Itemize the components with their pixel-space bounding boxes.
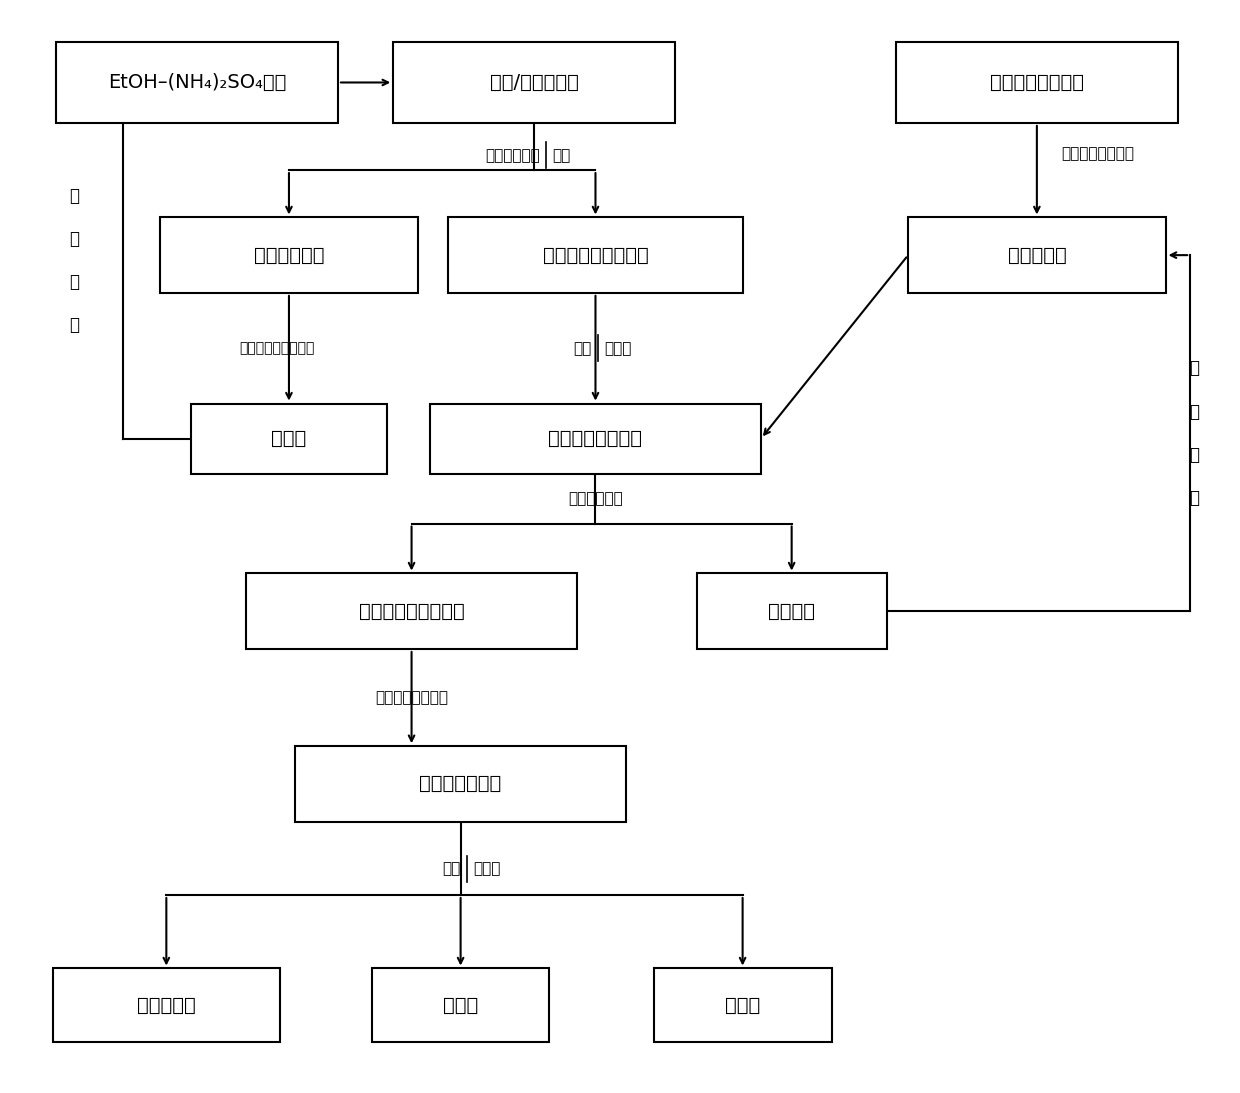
Bar xyxy=(295,747,626,822)
Text: 旋干、洗涤、重结晶: 旋干、洗涤、重结晶 xyxy=(239,341,315,355)
Bar xyxy=(56,42,339,122)
Bar xyxy=(53,968,280,1042)
Text: 复: 复 xyxy=(69,230,79,248)
Text: 上相（苦参生物碱）: 上相（苦参生物碱） xyxy=(543,246,649,265)
Text: 苦参生物碱粗品: 苦参生物碱粗品 xyxy=(419,775,502,794)
Bar xyxy=(449,218,743,293)
Text: 硫酸锨: 硫酸锨 xyxy=(272,430,306,448)
Bar xyxy=(697,574,887,649)
Text: 除盐、浓缩、干燥: 除盐、浓缩、干燥 xyxy=(374,690,448,705)
Bar xyxy=(246,574,577,649)
Text: 阴离子表面活性剂: 阴离子表面活性剂 xyxy=(990,73,1084,92)
Text: 重: 重 xyxy=(69,187,79,204)
Bar xyxy=(160,218,418,293)
Text: 微波辅助萃取: 微波辅助萃取 xyxy=(486,148,541,163)
Text: 萃取、反萃取: 萃取、反萃取 xyxy=(568,491,622,506)
Text: 水层（苦参生物碱）: 水层（苦参生物碱） xyxy=(358,602,465,621)
Bar xyxy=(191,403,387,473)
Text: 旋干: 旋干 xyxy=(574,341,591,355)
Text: 重结晶: 重结晶 xyxy=(472,861,500,877)
Text: EtOH–(NH₄)₂SO₄体系: EtOH–(NH₄)₂SO₄体系 xyxy=(108,73,286,92)
Text: 氧化苦参碱: 氧化苦参碱 xyxy=(136,996,196,1014)
Text: 苦参/山豆根药材: 苦参/山豆根药材 xyxy=(490,73,579,92)
Text: 利: 利 xyxy=(1189,446,1199,463)
Text: 分相: 分相 xyxy=(553,148,570,163)
Text: 复: 复 xyxy=(1189,402,1199,421)
Text: 反胶束层: 反胶束层 xyxy=(768,602,815,621)
Text: 苦参生物碱水溶液: 苦参生物碱水溶液 xyxy=(548,430,642,448)
Bar xyxy=(372,968,549,1042)
Text: 用: 用 xyxy=(1189,489,1199,507)
Bar xyxy=(895,42,1178,122)
Bar xyxy=(908,218,1166,293)
Bar xyxy=(393,42,675,122)
Text: 下相（杂质）: 下相（杂质） xyxy=(254,246,324,265)
Bar xyxy=(653,968,832,1042)
Text: 层析: 层析 xyxy=(443,861,460,877)
Text: 用: 用 xyxy=(69,316,79,334)
Text: 酸溶解: 酸溶解 xyxy=(604,341,631,355)
Text: 溶剂、助溶剂、水: 溶剂、助溶剂、水 xyxy=(1061,145,1135,161)
Text: 重: 重 xyxy=(1189,360,1199,377)
Text: 槐定碱: 槐定碱 xyxy=(443,996,479,1014)
Bar xyxy=(430,403,761,473)
Text: 利: 利 xyxy=(69,273,79,291)
Text: 苦参碱: 苦参碱 xyxy=(725,996,760,1014)
Text: 反胶束体系: 反胶束体系 xyxy=(1008,246,1066,265)
